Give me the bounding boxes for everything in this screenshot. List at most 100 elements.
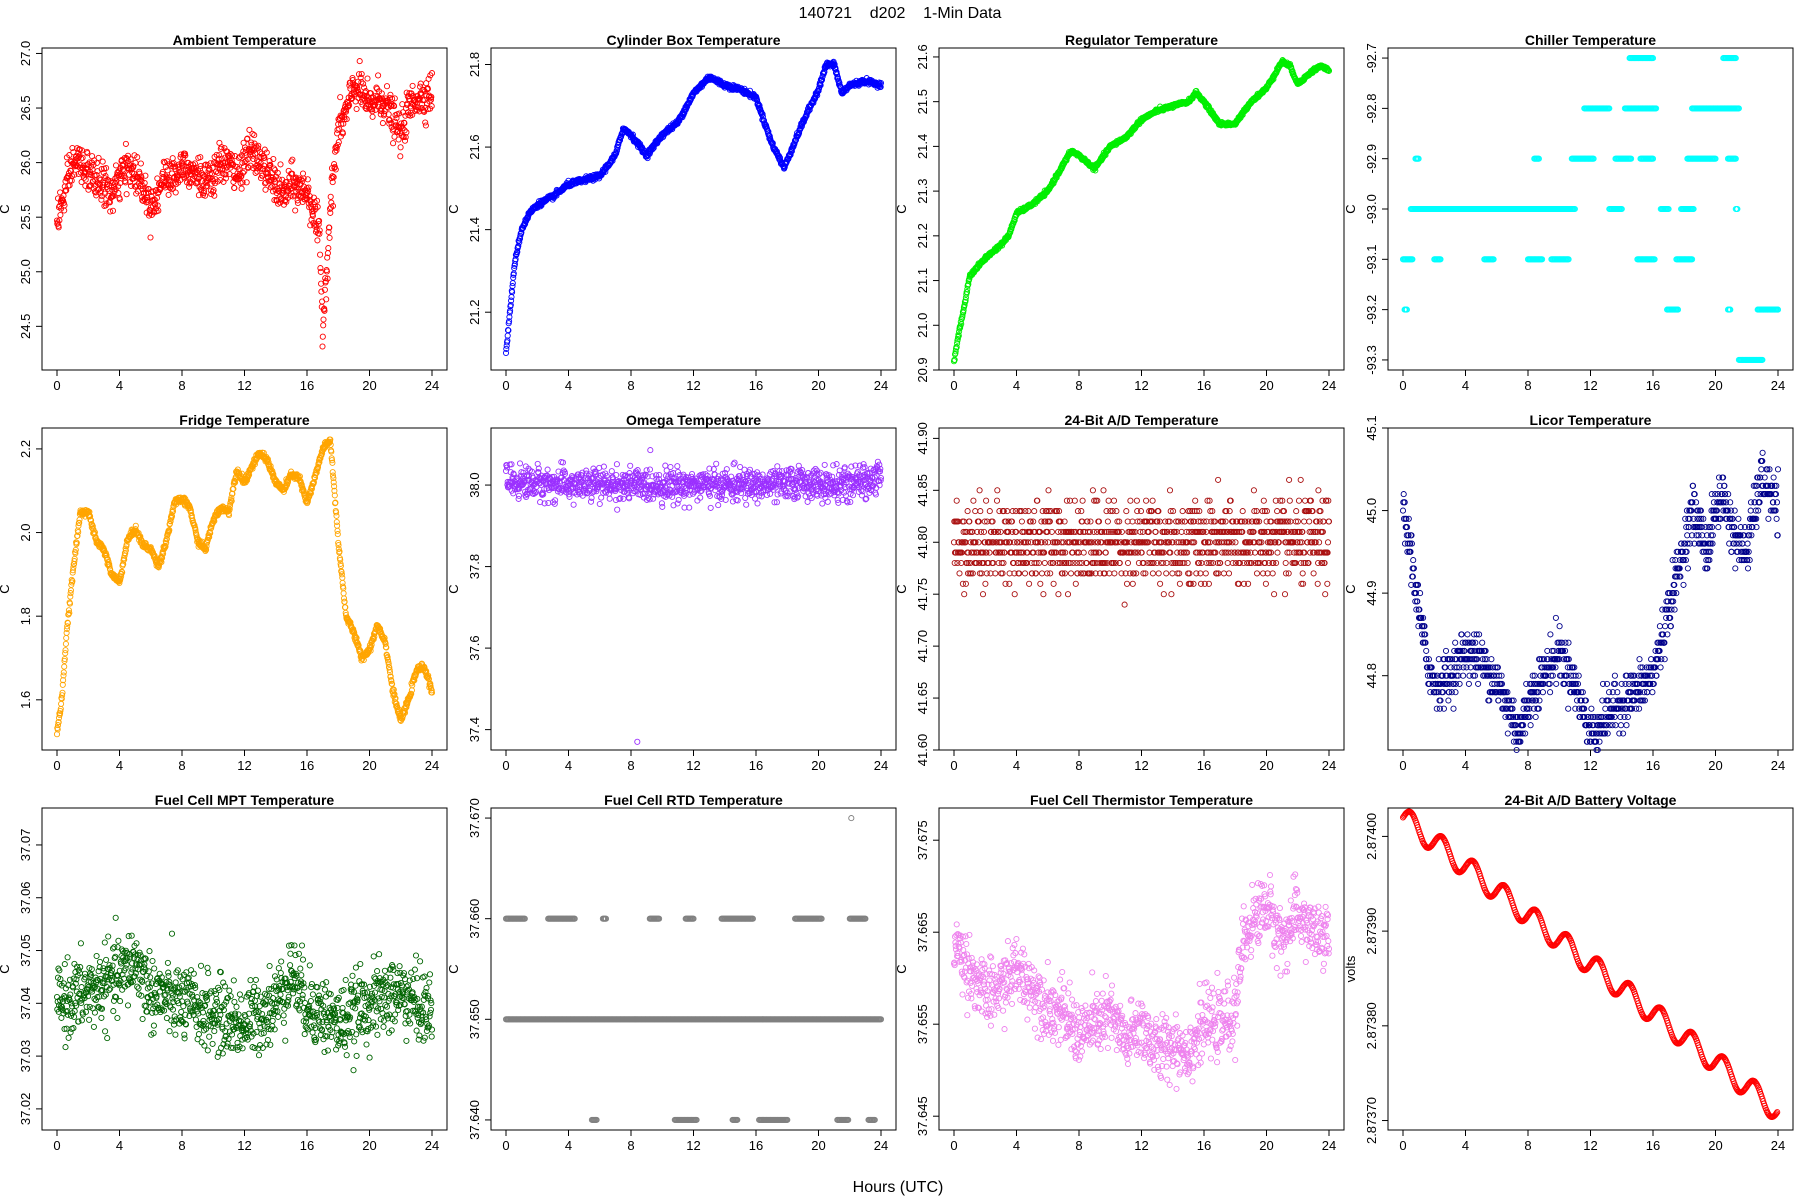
x-tick-label: 24 <box>1771 378 1785 393</box>
data-point <box>364 75 371 82</box>
data-point <box>318 280 325 287</box>
y-tick-label: 20.9 <box>915 357 930 382</box>
data-point <box>292 207 299 214</box>
data-point <box>252 169 259 176</box>
x-tick-label: 0 <box>53 378 60 393</box>
data-point <box>243 179 250 186</box>
data-point <box>317 251 324 258</box>
data-point <box>375 72 382 79</box>
x-tick-label: 20 <box>811 378 825 393</box>
x-tick-label: 16 <box>1197 378 1211 393</box>
data-point <box>315 221 322 228</box>
x-tick-label: 24 <box>1322 378 1336 393</box>
data-point <box>187 161 194 168</box>
x-tick-label: 16 <box>1646 378 1660 393</box>
data-point <box>334 141 341 149</box>
x-tick-label: 8 <box>1075 378 1082 393</box>
data-point <box>137 160 144 167</box>
data-point <box>291 192 298 199</box>
data-point <box>326 224 333 231</box>
data-point <box>137 176 144 183</box>
data-point <box>107 208 114 215</box>
data-point <box>305 184 312 191</box>
x-tick-label: 12 <box>1583 378 1597 393</box>
data-point <box>508 293 515 301</box>
y-tick-label: 21.4 <box>915 134 930 159</box>
data-point <box>110 184 118 191</box>
data-point <box>316 217 323 224</box>
data-point <box>379 120 386 127</box>
y-tick-label: 24.5 <box>18 314 33 339</box>
data-point <box>197 154 204 161</box>
x-tick-label: 8 <box>627 378 634 393</box>
data-point <box>164 167 171 174</box>
y-axis-label: C <box>1343 204 1358 213</box>
x-tick-label: 20 <box>1708 378 1722 393</box>
data-point <box>167 178 174 185</box>
data-point <box>422 122 429 129</box>
data-point <box>312 221 319 228</box>
x-tick-label: 20 <box>362 758 376 773</box>
y-axis-label: C <box>446 204 461 213</box>
x-tick-label: 12 <box>237 758 251 773</box>
data-point <box>115 183 122 190</box>
data-point <box>329 202 337 210</box>
y-tick-label: 1.8 <box>18 607 33 625</box>
data-point <box>264 170 271 177</box>
data-point <box>218 144 225 151</box>
data-point <box>251 132 258 139</box>
figure-title: 140721 d202 1-Min Data <box>799 5 1002 22</box>
x-tick-label: 12 <box>1134 378 1148 393</box>
y-tick-label: 2.2 <box>18 440 33 458</box>
data-points <box>502 58 885 357</box>
x-tick-label: 4 <box>1462 378 1469 393</box>
data-point <box>79 154 86 161</box>
data-point <box>312 205 319 213</box>
data-point <box>112 162 120 169</box>
data-point <box>191 160 198 167</box>
data-point <box>182 152 189 159</box>
plot-frame <box>938 47 1345 371</box>
y-tick-label: 25.0 <box>18 259 33 284</box>
data-point <box>319 343 326 350</box>
data-point <box>61 202 68 209</box>
data-point <box>163 174 170 181</box>
y-tick-label: 21.1 <box>915 268 930 293</box>
data-point <box>154 175 161 182</box>
data-point <box>122 174 129 181</box>
data-point <box>239 169 247 176</box>
data-point <box>331 161 338 168</box>
data-point <box>215 155 222 162</box>
data-point <box>66 152 73 159</box>
data-point <box>147 234 154 241</box>
data-point <box>261 154 268 161</box>
data-point <box>60 199 67 206</box>
data-point <box>270 155 277 163</box>
data-point <box>244 156 251 163</box>
y-axis-label: C <box>0 584 12 593</box>
x-tick-label: 4 <box>565 378 572 393</box>
data-point <box>300 175 307 182</box>
data-point <box>201 162 208 169</box>
data-points <box>53 58 436 350</box>
data-point <box>318 288 325 295</box>
y-axis-label: C <box>0 204 12 213</box>
data-points <box>53 436 436 738</box>
data-point <box>249 130 256 137</box>
data-point <box>209 164 216 171</box>
data-point <box>61 663 68 670</box>
x-tick-label: 12 <box>686 378 700 393</box>
data-point <box>262 186 269 193</box>
x-tick-label: 0 <box>502 378 509 393</box>
data-point <box>417 80 424 87</box>
data-point <box>283 198 290 205</box>
data-point <box>172 189 179 196</box>
y-tick-label: -92.7 <box>1364 43 1379 73</box>
y-tick-label: 25.5 <box>18 205 33 230</box>
data-point <box>203 183 210 190</box>
data-point <box>305 187 312 194</box>
data-point <box>316 227 323 234</box>
y-tick-label: 2.0 <box>18 524 33 542</box>
x-tick-label: 8 <box>178 758 185 773</box>
